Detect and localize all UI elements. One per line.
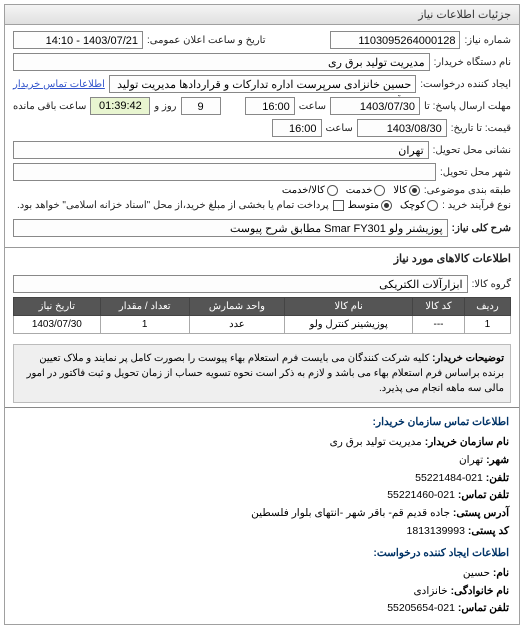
grouping-radio-group: کالا خدمت کالا/خدمت xyxy=(282,185,420,196)
col-code: کد کالا xyxy=(413,298,465,316)
grouping-label: طبقه بندی موضوعی: xyxy=(424,185,511,196)
contact-phone-label: تلفن تماس: xyxy=(458,602,509,614)
col-unit: واحد شمارش xyxy=(189,298,284,316)
delivery-city-field xyxy=(13,163,436,181)
time-label-1: ساعت xyxy=(299,101,326,112)
table-row[interactable]: 1 --- پوزیشینر کنترل ولو عدد 1 1403/07/3… xyxy=(14,316,511,334)
radio-label: کالا/خدمت xyxy=(282,185,325,196)
treasury-checkbox[interactable] xyxy=(333,200,344,211)
name-label: نام: xyxy=(493,567,509,579)
items-table: ردیف کد کالا نام کالا واحد شمارش تعداد /… xyxy=(13,297,511,334)
note-label: توضیحات خریدار: xyxy=(432,353,504,364)
org-label: نام سازمان خریدار: xyxy=(425,436,509,448)
col-name: نام کالا xyxy=(285,298,413,316)
details-panel: جزئیات اطلاعات نیاز شماره نیاز: 11030952… xyxy=(4,4,520,625)
delivery-addr-field: تهران xyxy=(13,141,429,159)
need-title-field: پوزیشنر ولو Smar FY301 مطابق شرح پیوست xyxy=(13,219,448,237)
name-value: حسین xyxy=(463,567,490,579)
requester-field: حسین خانزادی سرپرست اداره تدارکات و قرار… xyxy=(109,75,416,93)
grouping-radio-service[interactable]: خدمت xyxy=(346,185,386,196)
radio-label: خدمت xyxy=(346,185,373,196)
requester-label: ایجاد کننده درخواست: xyxy=(420,79,511,90)
cell-code: --- xyxy=(413,316,465,334)
phone-label: تلفن: xyxy=(486,472,509,484)
city-value: تهران xyxy=(459,454,483,466)
delivery-addr-label: نشانی محل تحویل: xyxy=(433,145,511,156)
date-to-field[interactable]: 1403/08/30 xyxy=(357,119,447,137)
public-datetime-field: 1403/07/21 - 14:10 xyxy=(13,31,143,49)
items-section-title: اطلاعات کالاهای مورد نیاز xyxy=(5,247,519,269)
cell-row: 1 xyxy=(464,316,510,334)
creator-header: اطلاعات ایجاد کننده درخواست: xyxy=(15,545,509,563)
form-area: شماره نیاز: 1103095264000128 تاریخ و ساع… xyxy=(5,25,519,247)
cell-name: پوزیشینر کنترل ولو xyxy=(285,316,413,334)
city-label: شهر: xyxy=(486,454,509,466)
remaining-label: ساعت باقی مانده xyxy=(13,101,86,112)
days-field: 9 xyxy=(181,97,221,115)
postal-label: کد پستی: xyxy=(468,525,509,537)
radio-label: متوسط xyxy=(348,200,379,211)
table-header-row: ردیف کد کالا نام کالا واحد شمارش تعداد /… xyxy=(14,298,511,316)
contact-header: اطلاعات تماس سازمان خریدار: xyxy=(15,414,509,432)
delivery-city-label: شهر محل تحویل: xyxy=(440,167,511,178)
process-radio-small[interactable]: کوچک xyxy=(400,200,438,211)
grouping-radio-goods[interactable]: کالا xyxy=(393,185,420,196)
col-qty: تعداد / مقدار xyxy=(100,298,189,316)
radio-icon xyxy=(409,185,420,196)
cell-date: 1403/07/30 xyxy=(14,316,101,334)
phone-value: 021-55221484 xyxy=(415,472,483,484)
panel-title: جزئیات اطلاعات نیاز xyxy=(418,9,511,21)
col-row: ردیف xyxy=(464,298,510,316)
buyer-device-label: نام دستگاه خریدار: xyxy=(434,57,511,68)
quote-to-label: قیمت: تا تاریخ: xyxy=(451,123,511,134)
radio-icon xyxy=(381,200,392,211)
days-label: روز و xyxy=(154,101,176,112)
buyer-contact-link[interactable]: اطلاعات تماس خریدار xyxy=(13,79,105,90)
date-from-field[interactable]: 1403/07/30 xyxy=(330,97,420,115)
panel-header: جزئیات اطلاعات نیاز xyxy=(5,5,519,25)
radio-icon xyxy=(427,200,438,211)
group-field: ابزارآلات الکتریکی xyxy=(13,275,468,293)
time-from-field[interactable]: 16:00 xyxy=(245,97,295,115)
radio-icon xyxy=(374,185,385,196)
need-title-label: شرح کلی نیاز: xyxy=(452,223,511,234)
deadline-from-label: مهلت ارسال پاسخ: تا xyxy=(424,101,511,112)
cell-unit: عدد xyxy=(189,316,284,334)
family-label: نام خانوادگی: xyxy=(451,585,509,597)
time-label-2: ساعت xyxy=(326,123,353,134)
postal-value: 1813139993 xyxy=(407,525,465,537)
family-value: خانزادی xyxy=(413,585,447,597)
request-no-label: شماره نیاز: xyxy=(464,35,511,46)
fax-value: 021-55221460 xyxy=(387,489,455,501)
process-label: نوع فرآیند خرید : xyxy=(442,200,511,211)
public-datetime-label: تاریخ و ساعت اعلان عمومی: xyxy=(147,35,266,46)
contact-phone-value: 021-55205654 xyxy=(387,602,455,614)
group-label: گروه کالا: xyxy=(472,279,511,290)
grouping-radio-both[interactable]: کالا/خدمت xyxy=(282,185,338,196)
radio-icon xyxy=(327,185,338,196)
remaining-time-field: 01:39:42 xyxy=(90,97,150,115)
radio-label: کوچک xyxy=(400,200,425,211)
buyer-device-field: مدیریت تولید برق ری xyxy=(13,53,430,71)
process-radio-medium[interactable]: متوسط xyxy=(348,200,392,211)
cell-qty: 1 xyxy=(100,316,189,334)
org-value: مدیریت تولید برق ری xyxy=(330,436,422,448)
buyer-note-box: توضیحات خریدار: کلیه شرکت کنندگان می بای… xyxy=(13,344,511,403)
col-date: تاریخ نیاز xyxy=(14,298,101,316)
process-radio-group: کوچک متوسط xyxy=(348,200,438,211)
contact-section: اطلاعات تماس سازمان خریدار: نام سازمان خ… xyxy=(5,407,519,624)
addr-label: آدرس پستی: xyxy=(453,507,509,519)
process-note: پرداخت تمام یا بخشی از مبلغ خرید،از محل … xyxy=(17,200,329,211)
fax-label: تلفن تماس: xyxy=(458,489,509,501)
radio-label: کالا xyxy=(393,185,407,196)
addr-value: جاده قدیم قم- باقر شهر -انتهای بلوار فلس… xyxy=(251,507,450,519)
request-no-field: 1103095264000128 xyxy=(330,31,460,49)
time-to-field[interactable]: 16:00 xyxy=(272,119,322,137)
